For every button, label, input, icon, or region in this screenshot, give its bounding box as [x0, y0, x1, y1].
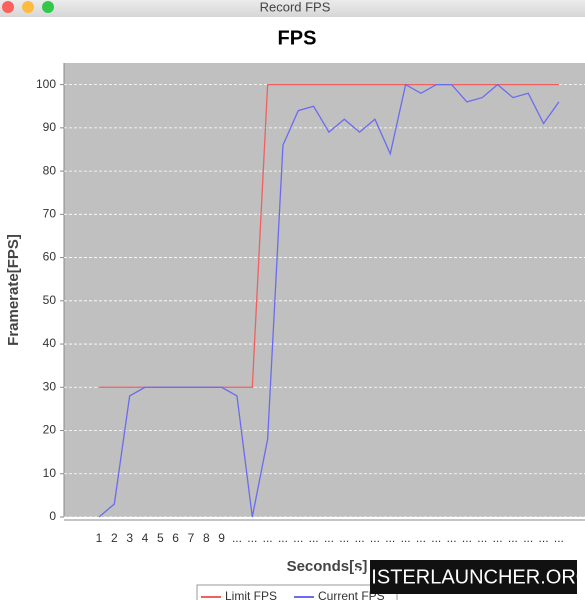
window-title: Record FPS: [260, 0, 331, 14]
x-tick-label: ...: [385, 531, 395, 545]
x-tick-label: 3: [126, 531, 133, 545]
y-axis-label: Framerate[FPS]: [5, 234, 22, 346]
x-tick-label: ...: [477, 531, 487, 545]
x-tick-label: ...: [447, 531, 457, 545]
x-tick-label: ...: [278, 531, 288, 545]
y-tick-label: 90: [43, 120, 57, 134]
x-tick-label: 1: [96, 531, 103, 545]
x-tick-label: ...: [523, 531, 533, 545]
x-tick-label: ...: [493, 531, 503, 545]
y-tick-label: 40: [43, 336, 57, 350]
chart-title: FPS: [278, 27, 317, 49]
x-tick-label: ...: [355, 531, 365, 545]
x-tick-label: ...: [293, 531, 303, 545]
x-tick-label: 7: [188, 531, 195, 545]
y-tick-label: 80: [43, 163, 57, 177]
minimize-button[interactable]: [22, 1, 34, 13]
legend-label: Current FPS: [318, 589, 385, 600]
x-tick-label: 6: [172, 531, 179, 545]
x-tick-label: 8: [203, 531, 210, 545]
y-tick-label: 20: [43, 423, 57, 437]
x-tick-label: ...: [462, 531, 472, 545]
x-tick-label: 9: [218, 531, 225, 545]
y-tick-label: 0: [49, 509, 56, 523]
x-tick-label: ...: [263, 531, 273, 545]
y-tick-label: 70: [43, 207, 57, 221]
legend-items: Limit FPS Current FPS: [201, 589, 385, 600]
x-tick-label: ...: [401, 531, 411, 545]
plot: 0 10 20 30 40 50 60 70 80 90 100 1 2 3 4 5 6 7 8 9.........…: [36, 77, 585, 545]
x-tick-label: ...: [324, 531, 334, 545]
legend: [196, 584, 398, 600]
legend-label: Limit FPS: [225, 589, 277, 600]
watermark: MISTERLAUNCHER.ORG: [355, 566, 585, 588]
y-tick-label: 10: [43, 466, 57, 480]
x-tick-label: ...: [339, 531, 349, 545]
series-line: [98, 83, 560, 518]
x-tick-label: ...: [309, 531, 319, 545]
x-tick-label: 5: [157, 531, 164, 545]
x-tick-label: ...: [554, 531, 564, 545]
y-tick-label: 100: [36, 77, 56, 91]
y-tick-label: 30: [43, 379, 57, 393]
plot-area: [64, 63, 585, 517]
y-tick-label: 50: [43, 293, 57, 307]
x-tick-label: 4: [142, 531, 149, 545]
watermark-box: [370, 560, 577, 594]
zoom-button[interactable]: [42, 1, 54, 13]
y-tick-label: 60: [43, 250, 57, 264]
x-tick-label: ...: [370, 531, 380, 545]
x-tick-label: ...: [416, 531, 426, 545]
close-button[interactable]: [2, 1, 14, 13]
x-tick-label: ...: [247, 531, 257, 545]
x-tick-label: ...: [232, 531, 242, 545]
x-tick-label: ...: [431, 531, 441, 545]
x-tick-label: ...: [539, 531, 549, 545]
title-bar: [0, 0, 585, 17]
x-tick-label: 2: [111, 531, 118, 545]
x-tick-label: ...: [508, 531, 518, 545]
x-axis-label: Seconds[s]: [287, 558, 368, 575]
